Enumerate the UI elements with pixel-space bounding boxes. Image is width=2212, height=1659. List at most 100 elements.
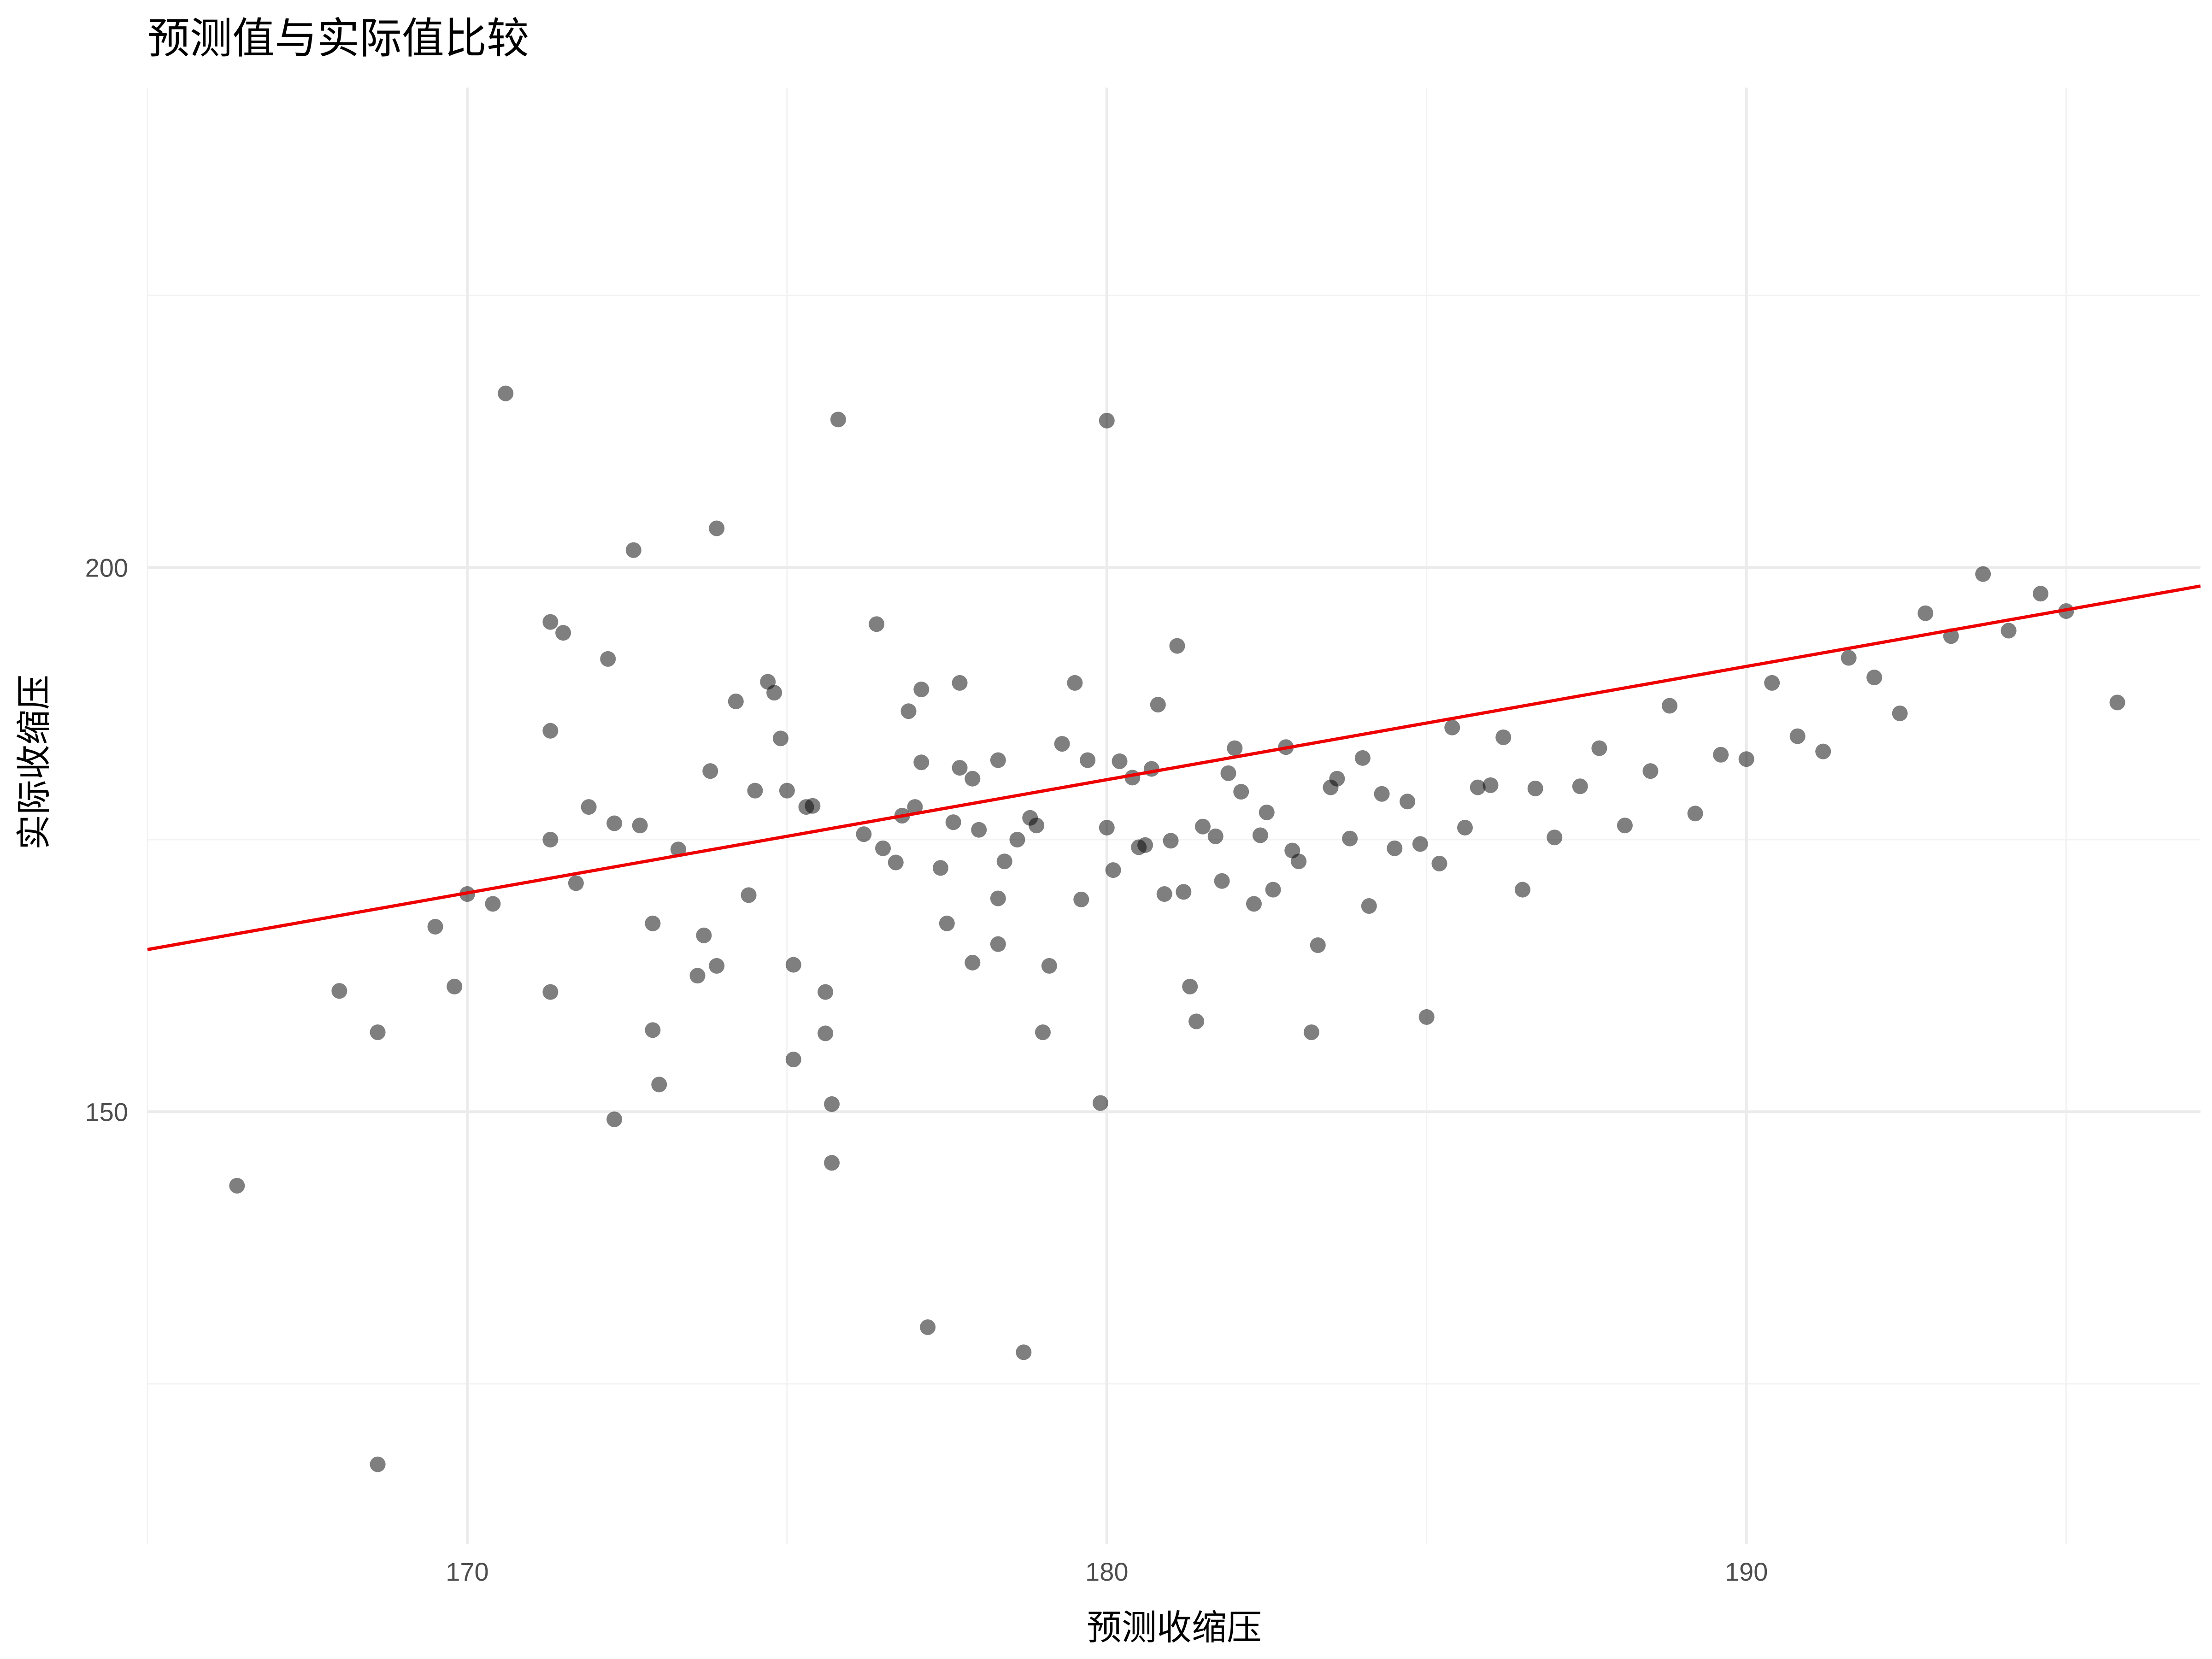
data-point [1016, 1344, 1032, 1360]
data-point [1866, 670, 1883, 686]
data-point [818, 1025, 834, 1041]
data-point [1073, 891, 1089, 907]
data-point [696, 927, 712, 943]
data-point [1035, 1024, 1051, 1040]
data-point [542, 984, 559, 1000]
data-point [990, 752, 1006, 768]
x-axis-title: 预测收缩压 [1087, 1607, 1262, 1648]
data-point [1259, 804, 1275, 820]
data-point [2000, 623, 2017, 639]
data-point [498, 385, 514, 401]
data-point [1738, 751, 1754, 767]
data-point [370, 1024, 386, 1040]
fit-line [147, 584, 2201, 951]
data-point [555, 625, 571, 641]
data-point [952, 675, 968, 691]
data-point [1220, 765, 1236, 781]
data-point [728, 694, 744, 710]
data-point [1207, 828, 1224, 844]
data-point [1841, 650, 1857, 666]
data-point [1099, 412, 1115, 429]
data-point [1764, 675, 1780, 691]
data-point [1112, 753, 1128, 769]
data-point [542, 723, 559, 739]
data-point [990, 936, 1006, 952]
data-point [1329, 771, 1345, 787]
data-point [1495, 729, 1512, 745]
data-points [229, 385, 2125, 1472]
data-point [1457, 819, 1473, 835]
data-point [1975, 566, 1991, 582]
data-point [965, 954, 981, 971]
data-point [1105, 862, 1121, 878]
data-point [2033, 586, 2049, 602]
data-point [856, 826, 872, 842]
data-point [1009, 831, 1025, 847]
data-point [229, 1177, 245, 1194]
data-point [1527, 780, 1543, 796]
data-point [1156, 886, 1172, 902]
data-point [952, 760, 968, 776]
data-point [447, 978, 463, 994]
data-point [824, 1096, 840, 1112]
data-point [568, 875, 584, 891]
x-tick-label: 170 [446, 1557, 488, 1586]
data-point [1418, 1009, 1435, 1025]
data-point [702, 763, 718, 779]
data-point [1354, 750, 1371, 766]
data-point [542, 831, 559, 847]
data-point [1176, 884, 1192, 900]
y-tick-label: 200 [85, 553, 128, 582]
data-point [1233, 784, 1249, 800]
data-point [766, 685, 782, 701]
data-point [2109, 694, 2125, 711]
tick-labels: 170 180 190 150 200 [85, 553, 1768, 1586]
data-point [875, 840, 891, 856]
data-point [939, 915, 955, 931]
data-point [805, 798, 821, 814]
data-point [1029, 818, 1045, 834]
grid [147, 88, 2200, 1544]
data-point [1662, 698, 1678, 714]
data-point [900, 703, 917, 719]
data-point [785, 957, 801, 973]
y-axis-title: 实际收缩压 [13, 675, 54, 850]
data-point [1092, 1095, 1108, 1111]
data-point [971, 822, 987, 838]
data-point [1099, 819, 1115, 835]
data-point [1892, 705, 1908, 721]
data-point [1227, 740, 1243, 756]
data-point [1310, 937, 1326, 953]
data-point [600, 651, 616, 667]
data-point [869, 616, 885, 632]
data-point [1080, 752, 1096, 768]
data-point [1214, 873, 1230, 889]
data-point [1572, 778, 1588, 794]
data-point [1342, 830, 1358, 847]
data-point [485, 896, 501, 912]
data-point [370, 1456, 386, 1472]
data-point [1265, 882, 1281, 898]
y-tick-label: 150 [85, 1097, 128, 1126]
data-point [1150, 697, 1166, 713]
data-point [945, 814, 961, 830]
data-point [645, 1022, 661, 1038]
data-point [1815, 743, 1831, 759]
data-point [1054, 736, 1070, 752]
data-point [772, 730, 788, 747]
data-point [1041, 958, 1057, 974]
data-point [1182, 978, 1198, 994]
data-point [913, 754, 930, 771]
data-point [632, 818, 648, 834]
data-point [1387, 840, 1403, 856]
data-point [830, 412, 846, 428]
x-tick-label: 190 [1725, 1557, 1768, 1586]
data-point [1303, 1024, 1319, 1040]
data-point [542, 614, 559, 630]
data-point [1444, 719, 1460, 735]
data-point [1163, 833, 1179, 849]
data-point [1591, 740, 1607, 756]
data-point [651, 1077, 667, 1093]
data-point [1067, 675, 1083, 691]
